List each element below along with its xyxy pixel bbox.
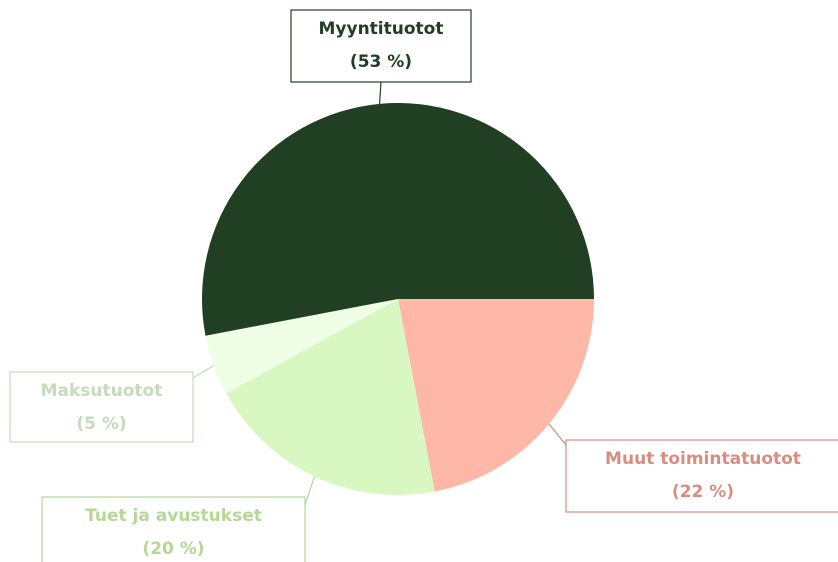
leader-line [192, 364, 214, 379]
slice-value-label: (22 %) [672, 482, 734, 502]
slice-label: Tuet ja avustukset [85, 506, 262, 526]
slice-value-label: (53 %) [350, 52, 412, 72]
label-box [9, 371, 194, 443]
label-box [565, 439, 838, 513]
label-box [41, 496, 306, 562]
pie-slice [398, 299, 594, 492]
label-box [290, 9, 472, 83]
pie-slice [202, 103, 594, 336]
slice-label: Muut toimintatuotot [605, 449, 801, 469]
pie-slice [226, 299, 435, 495]
pie-slice [205, 299, 398, 394]
slice-label: Maksutuotot [41, 381, 163, 401]
leader-line [548, 423, 567, 446]
slice-label: Myyntituotot [319, 19, 444, 39]
leader-line [304, 476, 316, 506]
slice-value-label: (20 %) [142, 539, 204, 559]
slice-value-label: (5 %) [76, 414, 126, 434]
leader-line [378, 81, 382, 104]
